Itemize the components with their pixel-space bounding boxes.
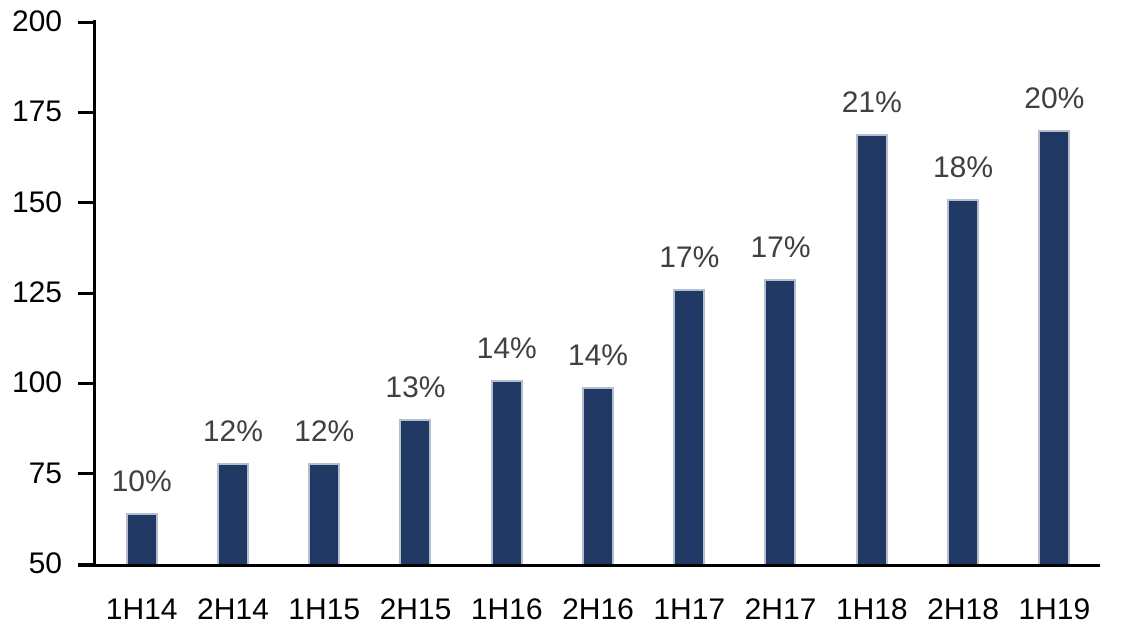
bar-slot-2h17: 17% [735,22,826,564]
bar-2h16 [581,386,614,564]
x-axis-label-2h16: 2H16 [562,593,634,626]
bar-slot-2h16: 14% [552,22,643,564]
x-axis-label-1h14: 1H14 [105,593,178,626]
bar-slot-2h15: 13% [370,22,461,564]
x-axis-label-2h14: 2H14 [197,593,269,626]
bar-slot-1h14: 10% [96,22,187,564]
bar-slot-1h19: 20% [1009,22,1100,564]
data-label-1h15: 12% [294,414,355,448]
bar-2h18 [947,199,980,564]
data-label-1h17: 17% [659,241,720,275]
data-label-1h19: 20% [1024,82,1085,116]
data-label-2h15: 13% [385,371,446,405]
y-axis-tick [78,562,94,566]
bar-slot-2h18: 18% [917,22,1008,564]
y-axis-tick-label: 50 [28,547,62,580]
y-axis-tick-label: 200 [11,5,62,38]
bar-slot-1h16: 14% [461,22,552,564]
bar-1h14 [125,513,158,564]
y-axis-tick [78,201,94,205]
y-axis-tick-label: 125 [11,276,62,309]
bar-slot-1h17: 17% [644,22,735,564]
data-label-2h14: 12% [202,414,263,448]
bar-slot-1h18: 21% [826,22,917,564]
bar-2h15 [399,419,432,564]
x-axis-label-2h17: 2H17 [744,593,817,626]
y-axis-tick-label: 175 [11,95,62,129]
y-axis-tick-label: 150 [11,185,62,219]
plot-area: 10% 12% 12% 13% 14% 14% 17% 17% 21% 18% 20% [96,22,1100,564]
x-axis-label-1h16: 1H16 [470,593,543,626]
y-axis-tick [78,291,94,295]
x-axis-label-1h17: 1H17 [653,593,726,626]
bar-1h17 [673,289,706,564]
bar-1h19 [1038,130,1071,564]
y-axis-line [93,20,96,567]
y-axis-tick [78,20,94,24]
y-axis-tick [78,472,94,476]
x-axis-line [78,564,1100,567]
data-label-1h18: 21% [841,86,902,120]
data-label-2h16: 14% [567,338,628,372]
y-axis-tick-label: 75 [28,456,62,490]
bar-slot-1h15: 12% [279,22,370,564]
bar-2h14 [216,462,249,564]
data-label-1h14: 10% [111,465,172,499]
y-axis-tick-label: 100 [11,366,62,400]
y-axis-tick [78,381,94,385]
x-axis-labels: 1H14 2H14 1H15 2H15 1H16 2H16 1H17 2H17 1H18 2H18… [96,593,1100,627]
x-axis-label-1h18: 1H18 [835,593,908,626]
x-axis-label-1h19: 1H19 [1018,593,1091,626]
bar-1h18 [855,134,888,564]
data-label-2h18: 18% [932,151,994,185]
bar-slot-2h14: 12% [187,22,278,564]
bar-2h17 [764,278,797,564]
x-axis-label-2h18: 2H18 [927,593,999,626]
bar-1h16 [490,379,523,564]
data-label-1h16: 14% [476,331,537,365]
x-axis-label-2h15: 2H15 [379,593,452,626]
data-label-2h17: 17% [750,230,811,264]
y-axis-tick [78,110,94,114]
bar-1h15 [308,462,341,564]
x-axis-label-1h15: 1H15 [288,593,361,626]
